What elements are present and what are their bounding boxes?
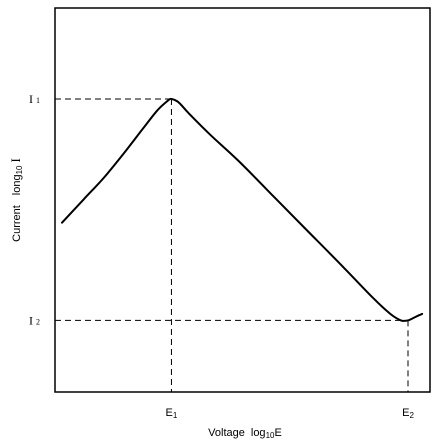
x-tick-label-2: E2 [402,407,414,420]
series-line [61,97,424,323]
x-tick-label-1: E1 [166,407,178,420]
x-axis-label: Voltage log10E [208,427,282,440]
y-tick-labels: I 1 I 2 [29,92,40,327]
y-axis-label: Currentlong10I [8,158,24,242]
x-tick-labels: E1 E2 [166,407,415,420]
reference-lines [55,98,409,392]
plot-frame [54,7,431,393]
